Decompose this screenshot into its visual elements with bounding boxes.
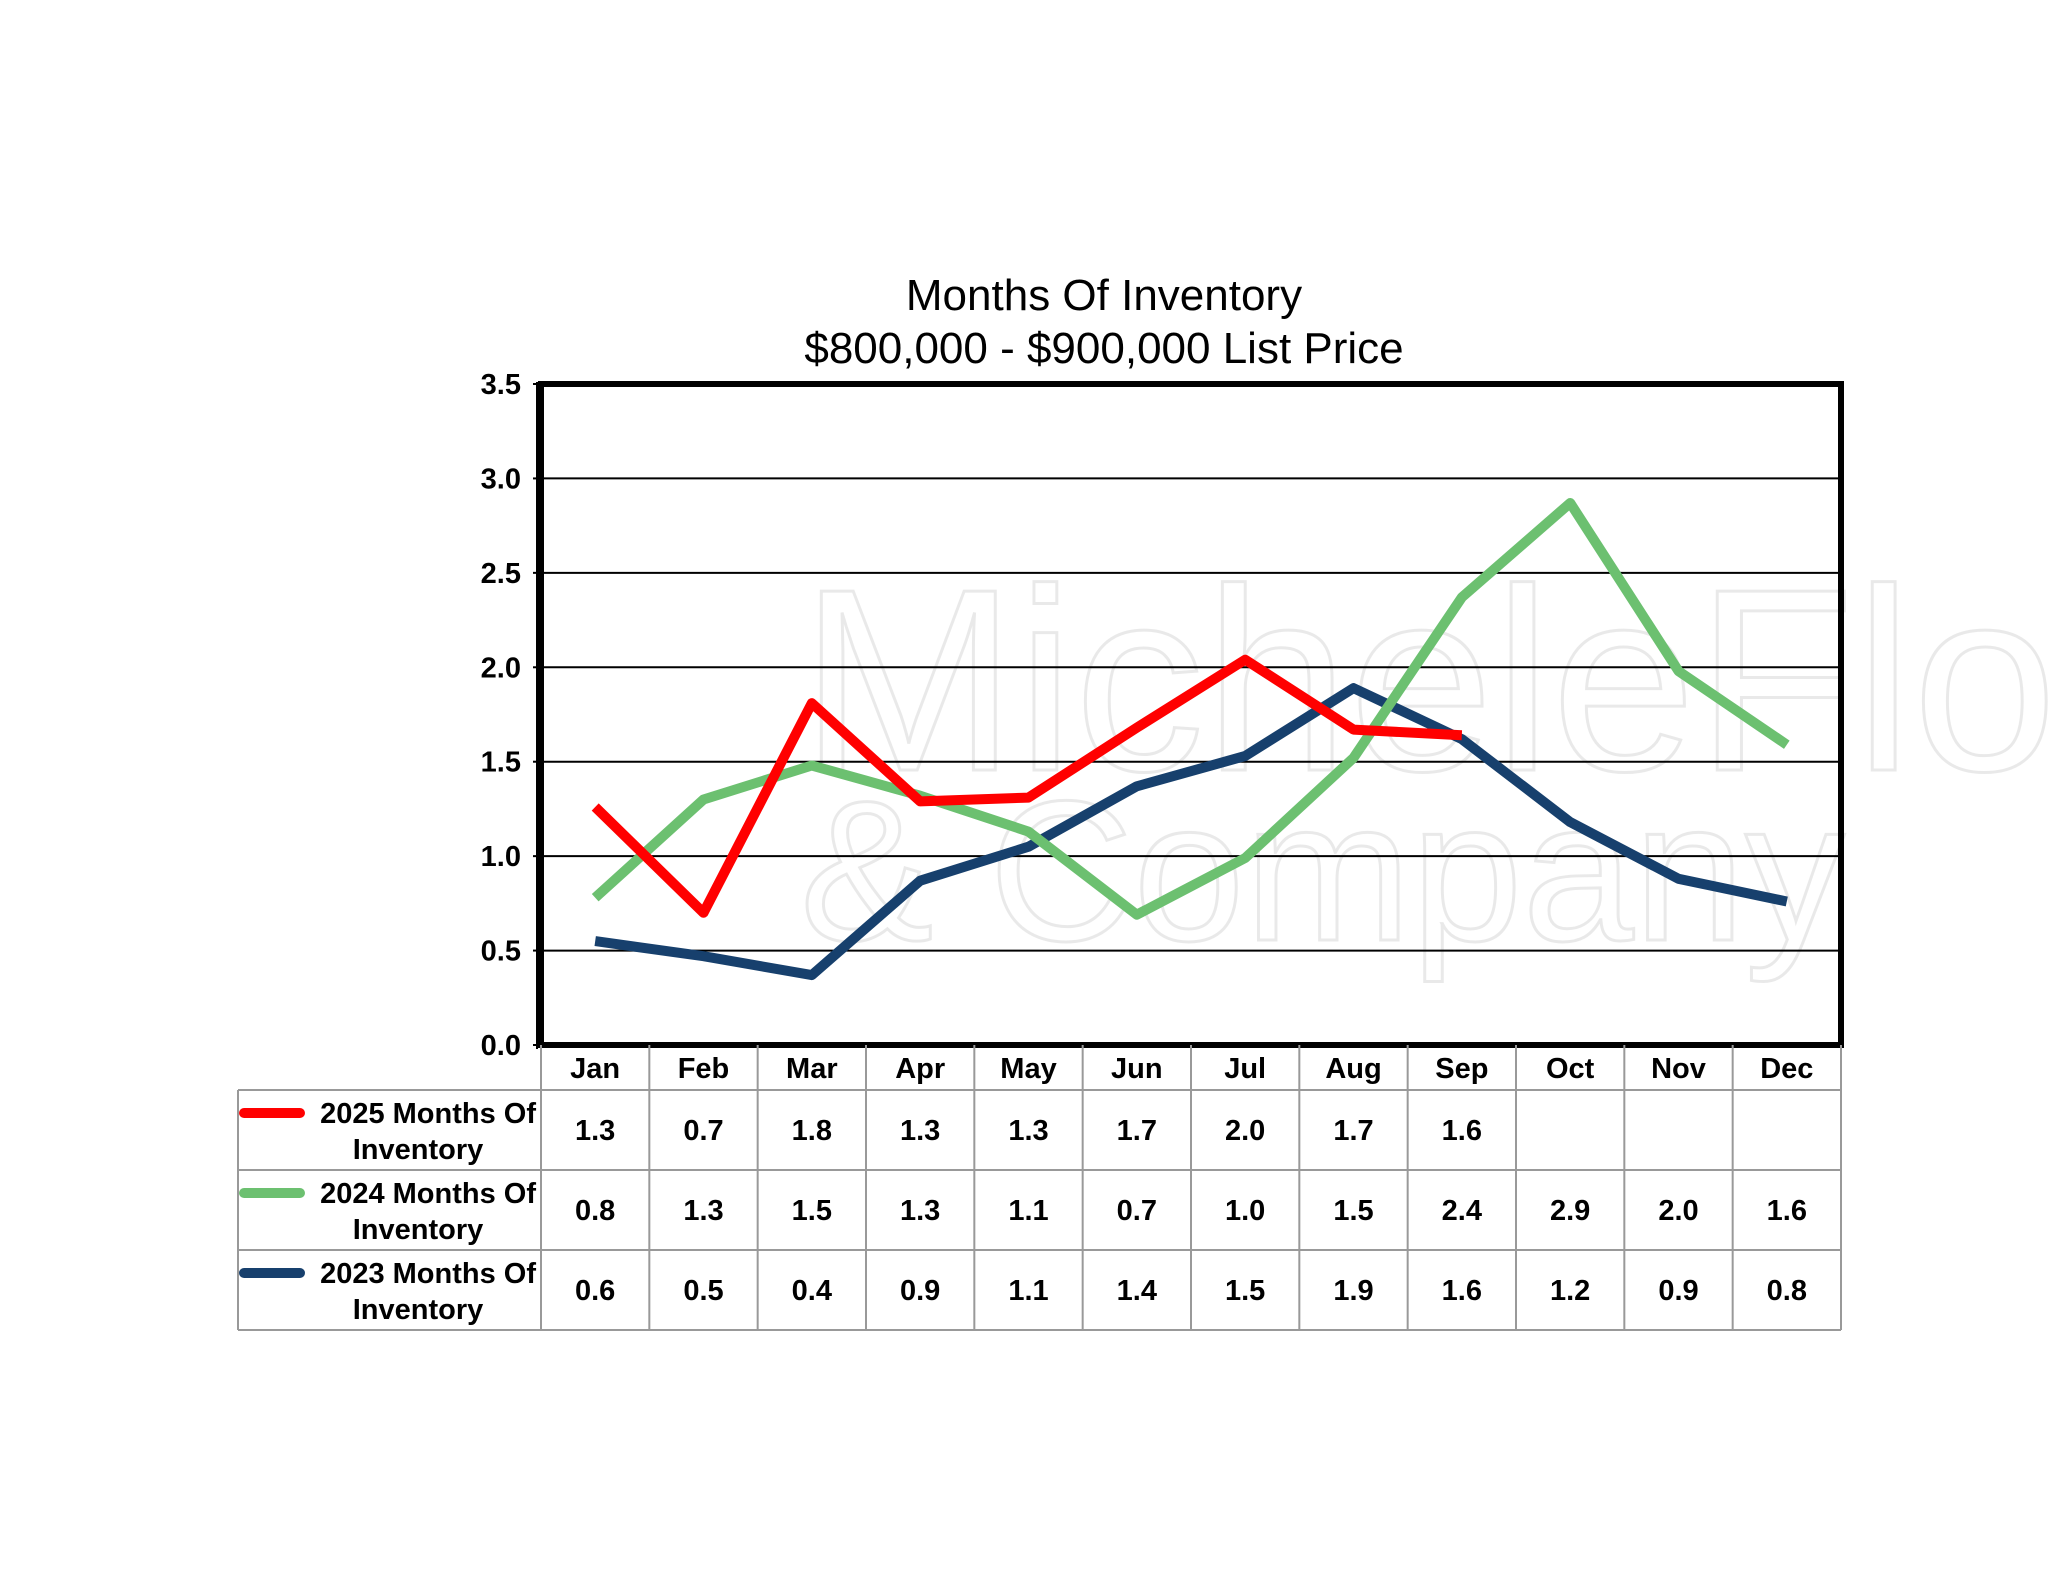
table-cell: 1.4 [1117,1275,1157,1307]
table-cell: 1.2 [1550,1275,1590,1307]
table-cell: 2.9 [1550,1195,1590,1227]
table-cell: 1.3 [1008,1115,1048,1147]
table-cell: 1.0 [1225,1195,1265,1227]
table-cell: 1.7 [1333,1115,1373,1147]
table-cell: 1.3 [900,1115,940,1147]
x-tick-label: Sep [1435,1053,1488,1085]
table-cell: 0.9 [900,1275,940,1307]
x-tick-label: Jan [570,1053,620,1085]
table-cell: 0.5 [683,1275,723,1307]
table-cell: 1.8 [792,1115,832,1147]
table-cell: 2.0 [1225,1115,1265,1147]
chart-title: Months Of Inventory [905,271,1303,320]
table-cell: 1.3 [575,1115,615,1147]
y-tick-label: 2.5 [481,558,521,590]
x-tick-label: Mar [786,1053,838,1085]
table-cell: 0.7 [683,1115,723,1147]
y-tick-label: 2.0 [481,652,521,684]
table-cell: 1.5 [792,1195,832,1227]
watermark-logo: MicheleFlory& Company [799,535,2048,985]
table-cell: 1.1 [1008,1275,1048,1307]
table-cell: 1.7 [1117,1115,1157,1147]
data-table: Jan Feb Mar Apr May Jun Jul Aug Sep Oct Nov Dec 2025… [237,1045,1842,1331]
legend-label-line2: Inventory [353,1214,484,1246]
x-tick-label: Jul [1224,1053,1266,1085]
grid-lines [541,477,1841,952]
table-cell: 1.6 [1767,1195,1807,1227]
legend-label-line2: Inventory [353,1294,484,1326]
x-tick-label: Oct [1546,1053,1595,1085]
y-axis: 0.0 0.5 1.0 1.5 2.0 2.5 3.0 3.5 [481,369,541,1062]
chart-subtitle: $800,000 - $900,000 List Price [804,324,1404,373]
x-tick-label: Apr [895,1053,945,1085]
table-cell: 0.7 [1117,1195,1157,1227]
x-tick-label: May [1000,1053,1056,1085]
table-cell: 0.8 [1767,1275,1807,1307]
y-tick-label: 1.0 [481,841,521,873]
table-cell: 1.6 [1442,1115,1482,1147]
x-tick-label: Aug [1325,1053,1381,1085]
y-tick-label: 3.0 [481,463,521,495]
table-cell: 0.6 [575,1275,615,1307]
y-tick-label: 3.5 [481,369,521,401]
table-cell: 0.8 [575,1195,615,1227]
y-tick-label: 0.5 [481,936,521,968]
legend-label-line1: 2023 Months Of [320,1258,536,1290]
x-tick-label: Dec [1760,1053,1813,1085]
table-cell: 1.5 [1225,1275,1265,1307]
table-cell: 2.4 [1442,1195,1482,1227]
series-line [594,683,1788,981]
series-lines [591,498,1790,981]
x-tick-label: Feb [678,1053,730,1085]
legend-label-line2: Inventory [353,1134,484,1166]
table-cell: 1.9 [1333,1275,1373,1307]
series-line [591,654,1463,918]
table-cell: 0.9 [1658,1275,1698,1307]
table-cell: 1.1 [1008,1195,1048,1227]
y-tick-label: 0.0 [481,1030,521,1062]
table-cell: 1.5 [1333,1195,1373,1227]
table-cell: 1.3 [900,1195,940,1227]
table-cell: 1.6 [1442,1275,1482,1307]
legend-label-line1: 2024 Months Of [320,1178,536,1210]
series-line [591,498,1790,920]
table-cell: 2.0 [1658,1195,1698,1227]
legend-label-line1: 2025 Months Of [320,1098,536,1130]
table-cell: 1.3 [683,1195,723,1227]
x-tick-label: Jun [1111,1053,1163,1085]
x-tick-label: Nov [1651,1053,1706,1085]
y-tick-label: 1.5 [481,747,521,779]
table-cell: 0.4 [792,1275,832,1307]
